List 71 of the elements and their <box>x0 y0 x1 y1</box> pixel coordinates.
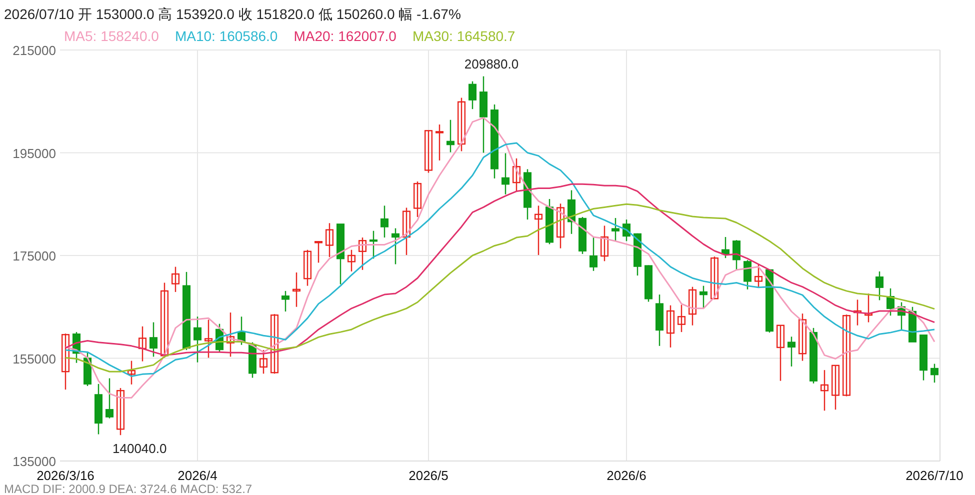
candlestick <box>435 124 444 162</box>
candlestick <box>171 266 180 293</box>
y-tick-label: 175000 <box>12 248 56 264</box>
candlestick <box>391 228 400 265</box>
candlestick <box>688 286 697 326</box>
candlestick <box>831 364 840 410</box>
chart-title: 2026/07/10 开 153000.0 高 153920.0 收 151820.0 低 150260.0 幅 -1.67% <box>4 6 461 22</box>
y-tick-label: 135000 <box>12 454 56 469</box>
candlestick <box>875 270 884 301</box>
y-tick-label: 195000 <box>12 146 56 161</box>
x-tick-label: 2026/6 <box>606 468 646 483</box>
candlestick <box>512 158 521 192</box>
y-tick-label: 155000 <box>12 351 56 366</box>
candlestick <box>677 304 686 333</box>
candlestick <box>600 225 609 262</box>
candlestick <box>721 236 730 259</box>
candlestick <box>589 236 598 272</box>
candlestick <box>127 360 136 386</box>
text: MACD DIF: 2000.9 DEA: 3724.6 MACD: 532.7 <box>4 482 252 495</box>
candlestick <box>842 314 851 397</box>
candlestick <box>710 256 719 300</box>
x-tick-label: 2026/3/16 <box>36 468 94 483</box>
candlestick <box>292 272 301 308</box>
candlestick <box>424 130 433 174</box>
candlestick <box>501 152 510 195</box>
candlestick <box>743 260 752 290</box>
candlestick <box>853 299 862 326</box>
candlestick <box>699 285 708 310</box>
candlestick <box>732 239 741 270</box>
candlestick <box>204 319 213 358</box>
candlestick <box>776 324 785 382</box>
candlestick <box>138 326 147 362</box>
candlestick <box>105 378 114 419</box>
candlestick <box>259 349 268 374</box>
x-tick-label: 2026/4 <box>178 468 218 483</box>
candlestick <box>149 322 158 358</box>
candlestick <box>468 80 477 110</box>
candlestick <box>666 304 675 348</box>
legend: MA5: 158240.0 MA10: 160586.0 MA20: 162007.0 MA30: 164580.7 <box>64 28 516 44</box>
candlestick <box>534 205 543 256</box>
candlestick <box>369 230 378 260</box>
annotation: 209880.0 <box>464 56 519 72</box>
candlestick <box>930 363 939 384</box>
candlestick <box>446 119 455 153</box>
candlestick <box>226 312 235 358</box>
candlestick <box>380 205 389 238</box>
x-tick-label: 2026/7/10 <box>906 468 964 483</box>
candlestick <box>611 217 620 242</box>
candlestick <box>864 292 873 323</box>
candlestick <box>325 222 334 258</box>
candlestick <box>820 369 829 412</box>
y-tick-label: 215000 <box>12 43 56 58</box>
candlestick <box>358 236 367 270</box>
candlestick <box>798 312 807 362</box>
x-tick-label: 2026/5 <box>408 468 448 483</box>
candlestick <box>787 336 796 368</box>
candlestick <box>347 249 356 272</box>
candlestick <box>556 203 565 249</box>
candlestick <box>314 240 323 264</box>
candlestick <box>413 180 422 218</box>
annotation: 140040.0 <box>112 441 167 456</box>
candlestick <box>193 316 202 363</box>
candlestick <box>303 249 312 286</box>
candlestick <box>61 332 70 390</box>
candlestick <box>457 97 466 152</box>
candlestick <box>754 263 763 288</box>
candlestick <box>402 207 411 256</box>
candlestick <box>281 290 290 312</box>
candlestick <box>270 313 279 374</box>
candlestick <box>116 387 125 436</box>
candlestick <box>160 282 169 358</box>
